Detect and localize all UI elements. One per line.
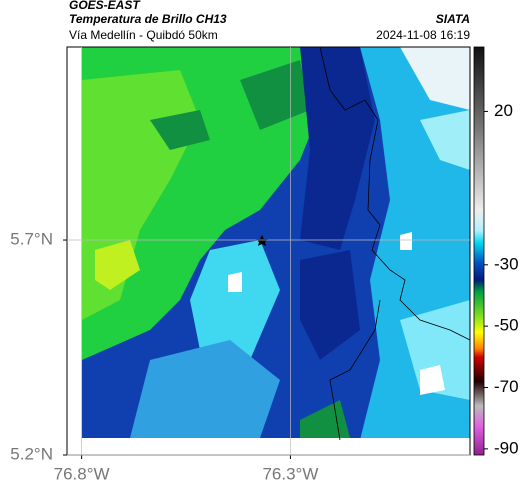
- border-line: [329, 299, 381, 441]
- colorbar-tick-label: -90: [494, 438, 519, 457]
- border-line: [319, 46, 471, 341]
- location-marker: [256, 235, 268, 246]
- x-tick-label: 76.8°W: [54, 464, 110, 483]
- satellite-image: [82, 47, 470, 438]
- colorbar: [473, 46, 485, 456]
- satellite-name: GOES-EAST: [69, 0, 141, 12]
- route-name: Vía Medellín - Quibdó 50km: [69, 28, 218, 42]
- x-tick-label: 76.3°W: [262, 464, 318, 483]
- y-tick-label: 5.7°N: [10, 230, 53, 249]
- colorbar-tick-label: -50: [494, 316, 519, 335]
- y-tick-label: 5.2°N: [10, 444, 53, 463]
- product-name: Temperatura de Brillo CH13: [69, 12, 227, 26]
- timestamp: 2024-11-08 16:19: [376, 28, 470, 42]
- colorbar-tick-label: -30: [494, 254, 519, 273]
- source-name: SIATA: [436, 12, 470, 26]
- colorbar-tick-label: -70: [494, 377, 519, 396]
- colorbar-tick-label: 20: [494, 101, 513, 120]
